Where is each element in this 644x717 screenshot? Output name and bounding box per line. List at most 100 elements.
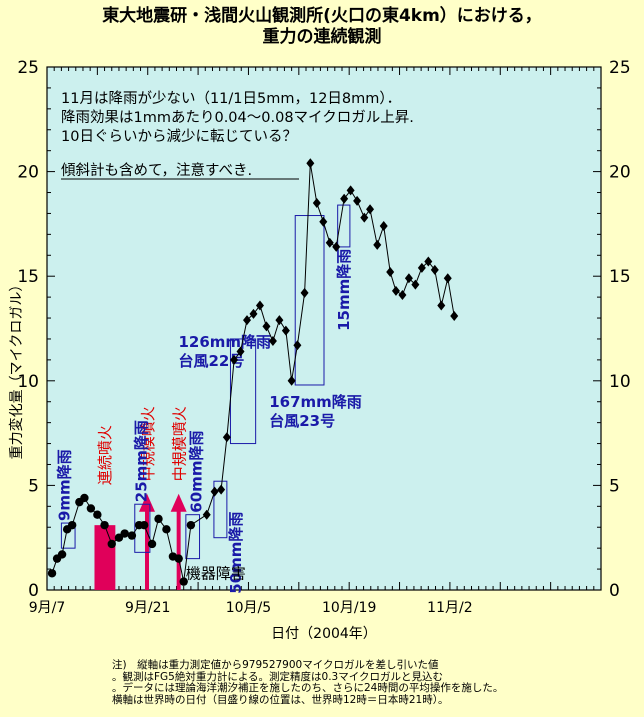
- data-point: [417, 262, 426, 273]
- data-point: [162, 525, 171, 534]
- data-point: [300, 287, 309, 298]
- y-tick-label-right: 25: [609, 58, 631, 78]
- rain-box: [185, 514, 201, 560]
- data-point: [360, 212, 369, 223]
- data-point: [127, 531, 137, 540]
- data-point: [210, 486, 219, 497]
- data-point: [275, 315, 284, 326]
- note-line: 。データには理論海洋潮汐補正を施したのち、さらに24時間の平均操作を施した。: [112, 682, 504, 694]
- equipment-note: 機器障害: [186, 564, 246, 582]
- data-point: [430, 264, 439, 275]
- data-point: [443, 273, 452, 284]
- y-tick-label: 5: [28, 476, 39, 496]
- data-point: [67, 520, 77, 530]
- data-point: [398, 290, 407, 301]
- data-point: [281, 325, 290, 336]
- eruption-label: 連続噴火: [96, 425, 114, 485]
- data-point: [404, 273, 413, 284]
- data-point: [411, 279, 420, 290]
- data-point: [306, 158, 315, 169]
- data-point: [86, 504, 96, 513]
- data-point: [287, 375, 296, 386]
- note-line: 横軸は世界時の日付（目盛り線の位置は、世界時12時＝日本時21時）。: [112, 693, 449, 706]
- data-point: [100, 520, 109, 530]
- rain-label: 60mm降雨: [188, 431, 206, 513]
- annotation-line: 10日ぐらいから減少に転じている？: [61, 128, 297, 145]
- data-point: [222, 432, 231, 443]
- data-point: [379, 220, 388, 231]
- y-tick-label: 25: [17, 58, 39, 78]
- rain-sublabel: 台風23号: [269, 412, 335, 430]
- data-point: [179, 577, 188, 586]
- annotation-warning: 傾斜計も含めて，注意すべき.: [61, 161, 252, 179]
- data-point: [174, 554, 183, 563]
- y-tick-label-right: 20: [609, 163, 631, 183]
- data-point: [319, 216, 328, 227]
- eruption-bar: [94, 525, 116, 590]
- plot-frame: [46, 66, 602, 591]
- annotation-line: 11月は降雨が少ない（11/1日5mm，12日8mm）．: [61, 90, 401, 107]
- data-point: [114, 533, 124, 542]
- eruption-arrow-head: [170, 493, 187, 512]
- data-point: [450, 310, 459, 321]
- data-point: [391, 285, 400, 296]
- data-point: [236, 346, 245, 357]
- data-point: [437, 300, 446, 311]
- y-tick-label-right: 15: [609, 267, 631, 287]
- x-tick-label: 9月/7: [29, 600, 66, 616]
- data-point: [107, 539, 116, 549]
- rain-label: 50mm降雨: [227, 512, 245, 594]
- data-point: [386, 267, 395, 278]
- rain-box: [213, 480, 228, 539]
- y-tick-label-right: 5: [609, 476, 620, 496]
- x-tick-label: 9月/21: [125, 600, 170, 616]
- x-tick-label: 10月/19: [322, 600, 376, 616]
- y-tick-label: 0: [28, 581, 39, 601]
- data-point: [373, 239, 382, 250]
- data-point: [202, 509, 211, 520]
- note-line: 注) 縦軸は重力測定値から979527900マイクロガルを差し引いた値: [112, 659, 439, 671]
- data-point: [366, 204, 375, 215]
- eruption-label: 中規模噴火: [171, 406, 189, 481]
- notes-block: 注) 縦軸は重力測定値から979527900マイクロガルを差し引いた値 。観測は…: [112, 659, 632, 706]
- data-point: [57, 550, 67, 559]
- annotation-line: 降雨効果は1mmあたり0.04〜0.08マイクロガル上昇.: [61, 109, 414, 126]
- y-tick-label: 20: [17, 163, 39, 183]
- x-tick-label: 11月/2: [427, 600, 472, 616]
- data-point: [249, 308, 258, 319]
- x-tick-label: 10月/5: [226, 600, 271, 616]
- rain-label: 126mm降雨: [178, 333, 271, 351]
- data-point: [154, 514, 163, 524]
- data-point: [353, 195, 362, 206]
- data-point: [147, 539, 157, 549]
- data-point: [268, 336, 277, 347]
- data-point: [47, 569, 57, 578]
- data-point: [120, 529, 129, 538]
- data-point: [424, 256, 433, 267]
- x-axis-label: 日付（2004年）: [271, 626, 377, 642]
- eruption-arrow-head: [139, 493, 156, 512]
- data-point: [293, 340, 302, 351]
- rain-label: 167mm降雨: [269, 393, 362, 411]
- data-point: [217, 484, 226, 495]
- chart-title-line1: 東大地震研・浅間火山観測所(火口の東4km）における，: [102, 6, 542, 26]
- rain-label: 25mm降雨: [132, 420, 150, 502]
- data-point: [80, 493, 89, 503]
- data-point: [255, 300, 264, 311]
- data-point: [243, 315, 252, 326]
- note-line: 。観測はFG5絶対重力計による。測定精度は0.3マイクロガルと見込む: [112, 670, 444, 683]
- data-point: [312, 197, 321, 208]
- rain-sublabel: 台風22号: [178, 352, 244, 370]
- data-point: [230, 354, 239, 365]
- y-tick-label-right: 10: [609, 372, 631, 392]
- y-tick-label: 15: [17, 267, 39, 287]
- data-point: [346, 185, 355, 196]
- y-axis-label: 重力変化量（マイクロガル）: [8, 278, 25, 460]
- eruption-label: 中規模噴火: [139, 406, 157, 481]
- data-point: [262, 321, 271, 332]
- rain-label: 9mm降雨: [55, 449, 73, 521]
- data-point: [340, 193, 349, 204]
- data-point: [186, 520, 196, 530]
- data-point: [332, 241, 341, 252]
